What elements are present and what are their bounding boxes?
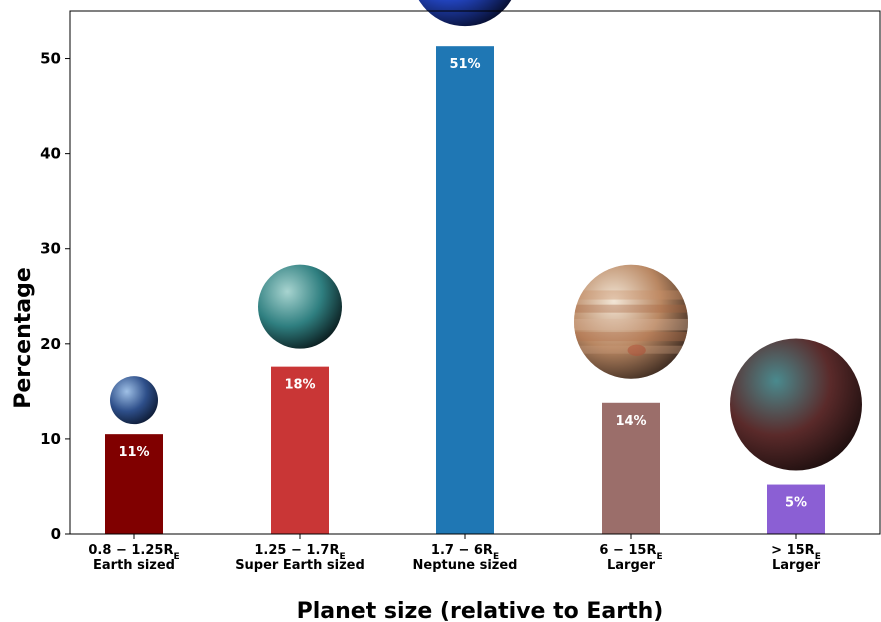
value-label-4: 5% (785, 496, 807, 511)
y-tick-label-10: 10 (40, 430, 61, 448)
x-tick-label-2: 1.7 − 6RE (431, 543, 499, 562)
bar-2 (436, 46, 494, 535)
y-tick-label-0: 0 (51, 525, 61, 543)
x-tick-label-3: 6 − 15RE (599, 543, 662, 562)
bar-4 (767, 484, 825, 534)
x-tick-sublabel-1: Super Earth sized (235, 558, 365, 573)
bars (105, 46, 825, 535)
x-tick-sublabel-4: Larger (772, 558, 821, 573)
y-axis: 0 10 20 30 40 50 (40, 50, 70, 543)
jupiter-icon (574, 264, 688, 379)
earth-icon (110, 376, 158, 425)
y-tick-label-50: 50 (40, 50, 61, 68)
value-label-0: 11% (118, 445, 149, 460)
bar-1 (271, 366, 329, 534)
y-tick-label-20: 20 (40, 335, 61, 353)
x-tick-sublabel-2: Neptune sized (413, 558, 518, 573)
y-tick-label-40: 40 (40, 145, 61, 163)
value-label-1: 18% (284, 378, 315, 393)
value-labels: 11% 18% 51% 14% 5% (118, 57, 807, 510)
x-axis-title: Planet size (relative to Earth) (297, 599, 664, 622)
hot-jupiter-icon (730, 338, 862, 471)
bar-0 (105, 434, 163, 534)
x-tick-label-4: > 15RE (771, 543, 821, 562)
x-tick-sublabel-0: Earth sized (93, 558, 175, 573)
plot-frame (69, 10, 881, 535)
value-label-3: 14% (615, 414, 646, 429)
x-tick-label-1: 1.25 − 1.7RE (254, 543, 345, 562)
x-tick-label-0: 0.8 − 1.25RE (88, 543, 179, 562)
value-label-2: 51% (449, 57, 480, 72)
y-tick-label-30: 30 (40, 240, 61, 258)
bar-3 (602, 402, 660, 534)
y-axis-title: Percentage (11, 267, 36, 409)
x-tick-sublabel-3: Larger (607, 558, 656, 573)
planet-images (110, 0, 862, 471)
super-earth-icon (258, 264, 342, 349)
neptune-icon (418, 0, 512, 27)
